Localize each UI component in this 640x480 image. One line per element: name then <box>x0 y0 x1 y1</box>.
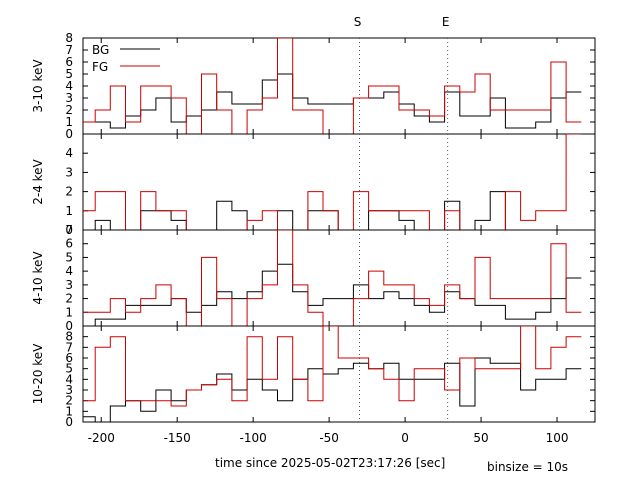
y-tick-label: 2 <box>65 103 73 117</box>
legend-label-fg: FG <box>92 60 108 74</box>
y-axis-label: 2-4 keV <box>31 158 45 204</box>
x-tick-label: -100 <box>240 431 267 445</box>
y-tick-label: 6 <box>65 351 73 365</box>
x-tick-label: 0 <box>401 431 409 445</box>
y-tick-label: 1 <box>65 204 73 218</box>
y-tick-label: 4 <box>65 79 73 93</box>
series-fg-step <box>83 230 582 326</box>
y-tick-label: 0 <box>65 223 73 237</box>
series-fg-step <box>83 38 582 134</box>
y-tick-label: 8 <box>65 330 73 344</box>
y-tick-label: 0 <box>65 319 73 333</box>
y-axis-label: 3-10 keV <box>31 59 45 113</box>
y-tick-label: 4 <box>65 146 73 160</box>
series-bg-step <box>83 73 582 129</box>
y-tick-label: 7 <box>65 223 73 237</box>
panel-2: 0 1 2 3 4 2-4 keV <box>31 133 596 237</box>
y-tick-label: 2 <box>65 394 73 408</box>
binsize-label: binsize = 10s <box>487 460 569 474</box>
y-tick-label: 1 <box>65 404 73 418</box>
y-tick-label: 5 <box>65 250 73 264</box>
y-tick-label: 3 <box>65 278 73 292</box>
x-tick-label: 100 <box>546 431 569 445</box>
x-tick-label: 50 <box>473 431 488 445</box>
panel-frame <box>82 133 596 231</box>
x-tick-label: -150 <box>164 431 191 445</box>
series-fg-step <box>83 134 582 230</box>
y-tick-label: 1 <box>65 305 73 319</box>
y-tick-label: 7 <box>65 43 73 57</box>
series-bg-step <box>83 357 582 422</box>
y-tick-label: 6 <box>65 55 73 69</box>
panel-frame <box>82 229 596 327</box>
y-tick-label: 5 <box>65 362 73 376</box>
y-tick-label: 2 <box>65 292 73 306</box>
legend: BG FG <box>92 43 160 74</box>
y-tick-label: 0 <box>65 127 73 141</box>
y-tick-label: 4 <box>65 372 73 386</box>
y-tick-label: 5 <box>65 67 73 81</box>
series-bg-step <box>83 263 582 326</box>
panel-frame <box>82 325 596 423</box>
x-tick-label: -50 <box>319 431 339 445</box>
y-tick-label: 8 <box>65 31 73 45</box>
marker-label-s: S <box>354 15 362 29</box>
y-tick-label: 1 <box>65 115 73 129</box>
y-tick-label: 4 <box>65 264 73 278</box>
y-tick-label: 3 <box>65 91 73 105</box>
y-tick-label: 3 <box>65 383 73 397</box>
y-tick-label: 3 <box>65 165 73 179</box>
y-tick-label: 2 <box>65 185 73 199</box>
y-axis-label: 10-20 keV <box>31 343 45 405</box>
y-tick-label: 0 <box>65 415 73 429</box>
series-fg-step <box>83 326 582 407</box>
y-tick-label: 6 <box>65 237 73 251</box>
x-axis-label: time since 2025-05-02T23:17:26 [sec] <box>215 456 446 470</box>
legend-label-bg: BG <box>92 43 109 57</box>
y-tick-label: 7 <box>65 340 73 354</box>
y-axis-label: 4-10 keV <box>31 251 45 305</box>
marker-label-e: E <box>442 15 450 29</box>
x-tick-label: -200 <box>88 431 115 445</box>
